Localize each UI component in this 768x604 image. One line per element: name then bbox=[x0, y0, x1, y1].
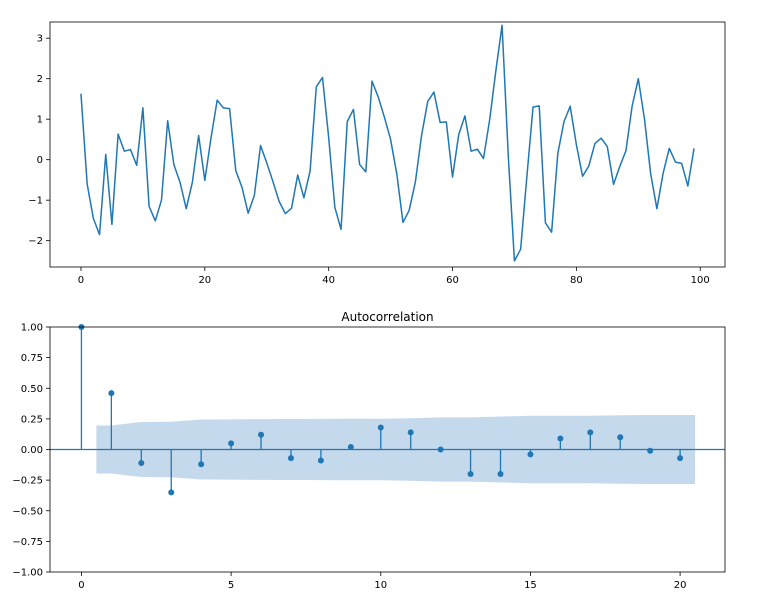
x-tick-label: 0 bbox=[78, 580, 84, 591]
y-tick-label: 0.00 bbox=[21, 445, 43, 456]
acf-marker bbox=[497, 471, 504, 477]
autocorrelation-y-ticks: −1.00 −0.75 −0.50 −0.25 0.00 0.25 0.50 0.75 1.00 bbox=[12, 323, 50, 579]
time-series-x-ticks: 0 20 40 60 80 100 bbox=[78, 267, 710, 286]
y-tick-label: −2 bbox=[28, 236, 43, 247]
y-tick-label: 0.50 bbox=[21, 384, 43, 395]
y-tick-label: −0.75 bbox=[12, 537, 43, 548]
y-tick-label: 0.75 bbox=[21, 353, 43, 364]
y-tick-label: −0.25 bbox=[12, 476, 43, 487]
y-tick-label: 1 bbox=[37, 115, 43, 126]
time-series-axes-frame bbox=[49, 21, 726, 268]
time-series-plot: −2 −1 0 1 2 3 0 20 40 60 80 100 bbox=[28, 21, 726, 286]
y-tick-label: −1.00 bbox=[12, 568, 43, 579]
acf-marker bbox=[467, 471, 474, 477]
acf-marker bbox=[587, 429, 594, 436]
acf-marker bbox=[407, 429, 414, 436]
x-tick-label: 10 bbox=[374, 580, 387, 591]
autocorrelation-stems bbox=[78, 324, 684, 496]
acf-marker bbox=[347, 444, 354, 451]
acf-marker bbox=[677, 455, 684, 462]
autocorrelation-x-ticks: 0 5 10 15 20 bbox=[78, 572, 686, 591]
x-tick-label: 5 bbox=[228, 580, 234, 591]
time-series-y-ticks: −2 −1 0 1 2 3 bbox=[28, 34, 50, 247]
acf-marker bbox=[527, 451, 534, 458]
x-tick-label: 80 bbox=[570, 275, 583, 286]
y-tick-label: 0 bbox=[37, 155, 43, 166]
acf-marker bbox=[228, 440, 235, 447]
acf-marker bbox=[198, 461, 205, 468]
x-tick-label: 0 bbox=[78, 275, 84, 286]
acf-marker bbox=[108, 390, 115, 397]
acf-marker bbox=[377, 424, 384, 431]
autocorrelation-title: Autocorrelation bbox=[341, 310, 433, 324]
y-tick-label: 3 bbox=[37, 34, 43, 45]
y-tick-label: −0.50 bbox=[12, 506, 43, 517]
x-tick-label: 40 bbox=[322, 275, 335, 286]
acf-marker bbox=[168, 489, 175, 496]
acf-marker bbox=[557, 435, 564, 442]
acf-marker bbox=[138, 459, 145, 466]
acf-marker bbox=[258, 431, 265, 438]
acf-marker bbox=[317, 457, 324, 464]
acf-marker bbox=[287, 455, 294, 462]
y-tick-label: 1.00 bbox=[21, 323, 43, 334]
time-series-line bbox=[80, 24, 695, 262]
y-tick-label: −1 bbox=[28, 196, 43, 207]
x-tick-label: 15 bbox=[524, 580, 537, 591]
y-tick-label: 0.25 bbox=[21, 414, 43, 425]
x-tick-label: 20 bbox=[198, 275, 211, 286]
y-tick-label: 2 bbox=[37, 74, 43, 85]
x-tick-label: 60 bbox=[446, 275, 459, 286]
acf-marker bbox=[647, 447, 654, 454]
autocorrelation-plot: Autocorrelation −1.00 −0.75 −0.50 −0.25 0.00… bbox=[12, 310, 726, 591]
acf-marker bbox=[617, 434, 624, 441]
x-tick-label: 20 bbox=[674, 580, 687, 591]
x-tick-label: 100 bbox=[691, 275, 710, 286]
acf-marker bbox=[437, 446, 444, 453]
